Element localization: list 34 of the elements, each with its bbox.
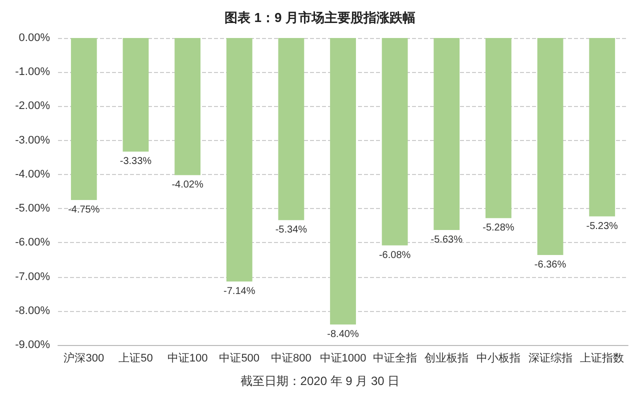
text: 截至日期：2020 年 9 月 30 日 bbox=[240, 374, 400, 388]
y-tick-label: -4.00% bbox=[15, 168, 50, 180]
y-tick-label: -5.00% bbox=[15, 202, 50, 215]
data-label: -6.36% bbox=[534, 259, 566, 270]
x-tick-label: 中小板指 bbox=[476, 352, 520, 364]
data-label: -5.28% bbox=[482, 222, 514, 234]
y-tick-label: -3.00% bbox=[15, 134, 50, 146]
data-label: -4.02% bbox=[172, 180, 204, 191]
chart-title: 图表 1：9 月市场主要股指涨跌幅 bbox=[224, 10, 416, 25]
x-tick-label: 中证1000 bbox=[320, 352, 366, 364]
y-tick-label: -1.00% bbox=[15, 66, 50, 78]
data-label: -5.23% bbox=[586, 220, 618, 232]
data-label: -5.63% bbox=[430, 234, 463, 246]
y-tick-label: -6.00% bbox=[15, 236, 50, 249]
y-tick-label: 0.00% bbox=[18, 32, 50, 44]
x-tick-label: 中证全指 bbox=[372, 352, 417, 364]
x-tick-label: 上证50 bbox=[118, 352, 153, 364]
data-label: -4.75% bbox=[68, 204, 100, 216]
x-tick-label: 沪深300 bbox=[64, 352, 104, 364]
x-tick-label: 中证800 bbox=[271, 352, 312, 364]
x-tick-label: 中证100 bbox=[167, 352, 208, 364]
x-tick-label: 中证500 bbox=[219, 352, 260, 364]
y-tick-label: -2.00% bbox=[15, 100, 50, 112]
data-label: -3.33% bbox=[120, 156, 152, 168]
x-tick-label: 深证综指 bbox=[528, 352, 572, 364]
y-tick-label: -9.00% bbox=[15, 339, 50, 351]
y-tick-label: -7.00% bbox=[15, 270, 50, 283]
x-tick-label: 上证指数 bbox=[580, 352, 624, 364]
y-tick-label: -8.00% bbox=[15, 304, 50, 317]
data-label: -7.14% bbox=[224, 286, 256, 298]
x-tick-label: 创业板指 bbox=[424, 352, 469, 364]
data-label: -8.40% bbox=[327, 329, 359, 340]
data-label: -6.08% bbox=[378, 250, 411, 261]
data-label: -5.34% bbox=[275, 224, 308, 236]
